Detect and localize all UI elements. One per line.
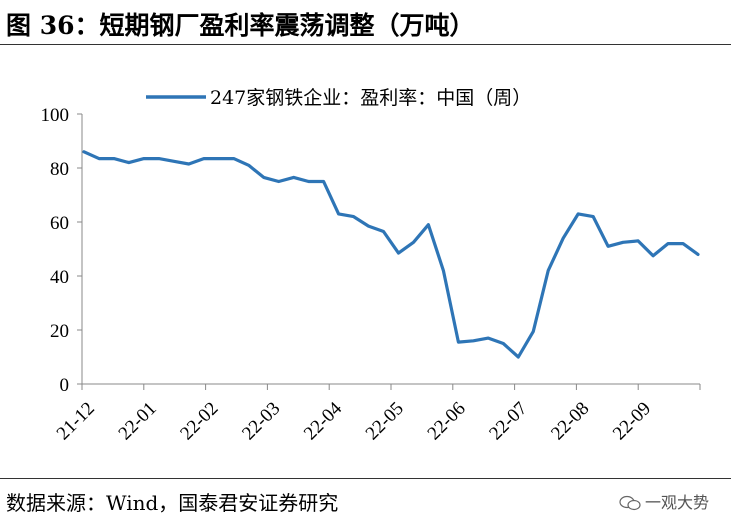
wechat-icon — [619, 495, 641, 511]
y-tick-label: 80 — [50, 159, 69, 180]
x-tick-label: 22-06 — [424, 398, 470, 444]
y-tick-label: 20 — [50, 321, 69, 342]
watermark: 一观大势 — [619, 489, 709, 513]
line-chart: 0 20 40 60 80 100 21-12 22-01 22-02 22-03 22-04 22-… — [41, 87, 701, 445]
x-tick-label: 22-09 — [609, 398, 655, 444]
legend-label: 247家钢铁企业：盈利率：中国（周） — [210, 87, 531, 109]
x-tick-label: 22-05 — [362, 398, 408, 444]
y-tick-label: 60 — [50, 213, 69, 234]
title-bar: 图 36：短期钢厂盈利率震荡调整（万吨） — [0, 0, 731, 45]
data-source: 数据来源：Wind，国泰君安证券研究 — [6, 491, 339, 515]
figure-title: 图 36：短期钢厂盈利率震荡调整（万吨） — [6, 11, 475, 40]
x-tick-label: 22-07 — [485, 398, 531, 444]
x-tick-label: 22-03 — [238, 398, 284, 444]
x-tick-label: 21-12 — [53, 398, 99, 444]
x-tick-label: 22-08 — [547, 398, 593, 444]
x-tick-label: 22-02 — [176, 398, 222, 444]
y-tick-label: 40 — [50, 267, 69, 288]
series-line — [82, 150, 700, 359]
watermark-text: 一观大势 — [644, 493, 709, 512]
y-tick-label: 0 — [60, 375, 70, 396]
x-tick-label: 22-04 — [300, 398, 347, 445]
x-tick-label: 22-01 — [115, 398, 161, 444]
footer-divider — [0, 478, 731, 479]
y-tick-label: 100 — [41, 105, 70, 126]
